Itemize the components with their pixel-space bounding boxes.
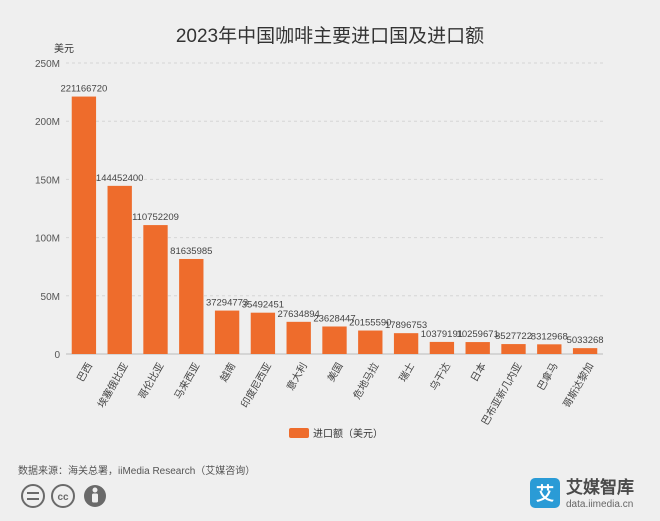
- y-axis-ticks: 0 50M 100M 150M 200M 250M: [35, 59, 60, 361]
- bar[interactable]: [465, 342, 490, 354]
- category-label: 埃塞俄比亚: [95, 360, 131, 410]
- logo-icon: [530, 478, 560, 508]
- category-label: 乌干达: [427, 360, 453, 392]
- category-label: 美国: [324, 360, 345, 384]
- license-icons: cc: [21, 484, 106, 508]
- legend-swatch: [289, 428, 309, 438]
- bar[interactable]: [71, 96, 97, 354]
- data-label: 10379191: [421, 329, 463, 340]
- data-label: 10259671: [457, 329, 499, 340]
- bar[interactable]: [393, 333, 419, 354]
- category-label: 越南: [217, 360, 238, 384]
- bar[interactable]: [286, 321, 311, 354]
- bar[interactable]: [358, 330, 383, 354]
- data-label: 20155590: [349, 318, 391, 329]
- bar[interactable]: [179, 258, 204, 354]
- person-icon: [84, 485, 106, 507]
- category-label: 印度尼西亚: [238, 360, 274, 410]
- data-labels: 221166720 144452400 110752209 81635985 37294…: [60, 84, 603, 347]
- bar[interactable]: [143, 225, 168, 354]
- category-label: 哥伦比亚: [135, 360, 166, 401]
- category-label: 日本: [468, 360, 489, 384]
- category-label: 巴西: [75, 361, 95, 384]
- legend-label: 进口额（美元）: [313, 427, 383, 440]
- legend[interactable]: 进口额（美元）: [289, 427, 383, 440]
- chart-title: 2023年中国咖啡主要进口国及进口额: [176, 25, 484, 47]
- bar[interactable]: [429, 341, 455, 354]
- category-label: 瑞士: [396, 360, 417, 384]
- y-axis-unit: 美元: [54, 42, 74, 55]
- data-label: 37294773: [206, 298, 248, 309]
- bar[interactable]: [107, 185, 132, 354]
- y-tick-label: 100M: [35, 234, 60, 245]
- bar[interactable]: [501, 344, 526, 354]
- data-label: 81635985: [170, 246, 212, 257]
- y-tick-label: 150M: [35, 175, 60, 186]
- bars: [71, 96, 598, 354]
- data-label: 144452400: [96, 173, 144, 184]
- cc-icon-text: cc: [57, 492, 69, 503]
- category-label: 哥斯达黎加: [560, 360, 596, 410]
- y-tick-label: 50M: [41, 292, 60, 303]
- category-labels: 巴西 埃塞俄比亚 哥伦比亚 马来西亚 越南 印度尼西亚 意大利 美国 危地马拉 瑞士 乌干达 日本巴布…: [75, 360, 597, 427]
- bar[interactable]: [572, 348, 598, 354]
- category-label: 意大利: [284, 360, 310, 392]
- source-note: 数据来源：海关总署，iiMedia Research（艾媒咨询）: [18, 464, 255, 477]
- category-label: 巴拿马: [534, 360, 560, 392]
- equal-icon: [21, 484, 45, 508]
- bar[interactable]: [322, 326, 347, 354]
- logo-name: 艾媒智库: [566, 477, 634, 497]
- data-label: 35492451: [242, 300, 284, 311]
- y-tick-label: 250M: [35, 59, 60, 70]
- data-label: 27634894: [278, 309, 320, 320]
- y-tick-label: 0: [54, 350, 60, 361]
- data-label: 8312968: [531, 331, 568, 342]
- logo-url: data.iimedia.cn: [566, 499, 633, 510]
- cc-icon: cc: [51, 484, 75, 508]
- logo-icon-glyph: 艾: [536, 483, 554, 504]
- y-tick-label: 200M: [35, 117, 60, 128]
- data-label: 110752209: [132, 212, 179, 223]
- data-label: 17896753: [385, 320, 427, 331]
- logo[interactable]: 艾 艾媒智库 data.iimedia.cn: [530, 477, 634, 510]
- bar[interactable]: [250, 312, 276, 354]
- data-label: 221166720: [60, 84, 107, 95]
- category-label: 危地马拉: [350, 360, 381, 401]
- data-label: 5033268: [567, 335, 604, 346]
- data-label: 8527722: [495, 331, 532, 342]
- category-label: 马来西亚: [172, 361, 202, 402]
- bar[interactable]: [214, 310, 240, 354]
- bar[interactable]: [537, 344, 562, 354]
- data-label: 23628447: [313, 313, 355, 324]
